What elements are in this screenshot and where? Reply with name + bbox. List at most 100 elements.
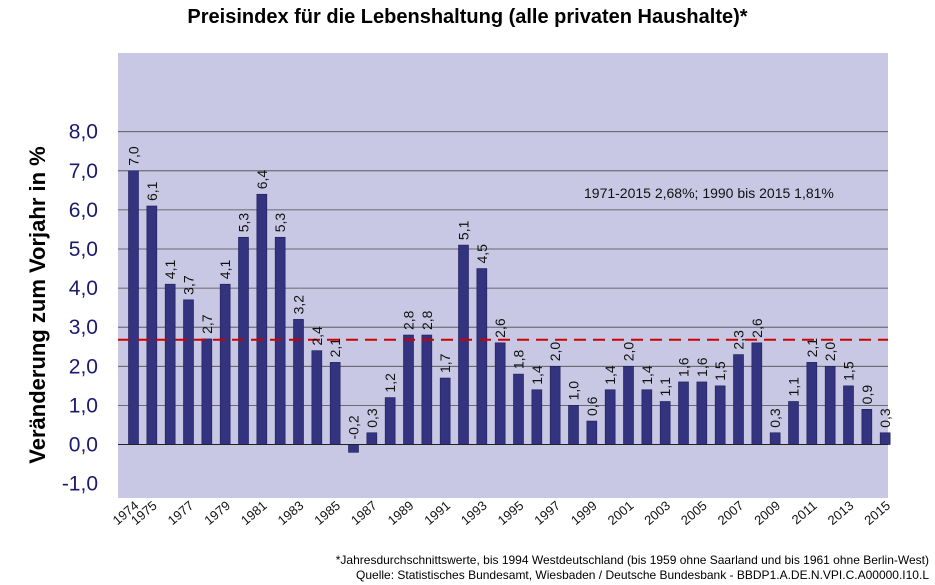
bar [879, 432, 891, 445]
value-label: 1,6 [694, 357, 710, 377]
value-label: 2,1 [327, 338, 343, 358]
value-label: 0,3 [767, 408, 783, 428]
y-tick-label: -1,0 [62, 473, 98, 496]
chart-title: Preisindex für die Lebenshaltung (alle p… [187, 6, 748, 28]
y-tick-label: 5,0 [69, 238, 98, 261]
bar [641, 389, 653, 445]
footnote-note: *Jahresdurchschnittswerte, bis 1994 West… [335, 553, 929, 567]
value-label: 2,0 [621, 342, 637, 362]
value-label: 0,9 [859, 385, 875, 405]
value-label: 2,3 [731, 330, 747, 350]
y-axis-label: Veränderung zum Vorjahr in % [25, 146, 50, 463]
value-label: 1,4 [602, 365, 618, 385]
bar [714, 385, 726, 445]
value-label: 1,0 [566, 381, 582, 401]
y-tick-label: 2,0 [69, 355, 98, 378]
value-label: 3,7 [181, 275, 197, 295]
bar [696, 381, 708, 445]
y-tick-label: 7,0 [69, 160, 98, 183]
value-label: 5,3 [272, 213, 288, 233]
x-tick-label: 2001 [605, 498, 637, 528]
x-tick-label: 2007 [715, 498, 747, 528]
value-label: 5,1 [456, 220, 472, 240]
value-label: 2,6 [492, 318, 508, 338]
bar [751, 342, 763, 445]
x-tick-label: 1991 [421, 498, 453, 528]
bar [549, 365, 561, 445]
bar [183, 299, 194, 445]
x-tick-label: 1997 [531, 498, 563, 528]
bar [568, 405, 579, 445]
bar [531, 389, 543, 445]
value-label: 4,1 [162, 260, 178, 280]
bar [238, 236, 249, 445]
bar [476, 268, 488, 445]
bar [219, 283, 231, 445]
value-label: 1,8 [511, 349, 527, 369]
value-label: 4,1 [217, 260, 233, 280]
value-label: -0,2 [346, 415, 362, 439]
x-tick-label: 2009 [751, 498, 783, 528]
bar [329, 362, 341, 445]
bar [586, 420, 598, 445]
bar [128, 170, 139, 445]
x-tick-label: 1985 [311, 498, 343, 528]
value-label: 1,7 [437, 353, 453, 373]
value-label: 1,4 [529, 365, 545, 385]
x-tick-label: 2005 [678, 498, 710, 528]
x-tick-label: 1995 [495, 498, 527, 528]
bar [274, 236, 286, 445]
bar [311, 350, 323, 445]
value-label: 3,2 [291, 295, 307, 315]
bar [146, 205, 158, 445]
value-label: 7,0 [126, 146, 142, 166]
x-tick-label: 1989 [385, 498, 417, 528]
value-labels: 7,06,14,13,72,74,15,36,45,33,22,42,1-0,2… [126, 146, 894, 439]
x-tick-label: 2013 [825, 498, 857, 528]
y-tick-label: 6,0 [69, 199, 98, 222]
value-label: 2,7 [199, 314, 215, 334]
value-label: 2,0 [822, 342, 838, 362]
value-label: 2,8 [401, 310, 417, 330]
value-label: 5,3 [236, 213, 252, 233]
y-tick-label: 8,0 [69, 121, 98, 144]
value-label: 1,6 [676, 357, 692, 377]
y-tick-label: 0,0 [69, 434, 98, 457]
y-tick-label: 1,0 [69, 394, 98, 417]
value-label: 1,4 [639, 365, 655, 385]
chart-annotation: 1971-2015 2,68%; 1990 bis 2015 1,81% [584, 185, 834, 201]
bars [128, 170, 891, 453]
x-tick-label: 2015 [861, 498, 893, 528]
bar [861, 409, 873, 445]
bar [769, 432, 781, 445]
x-tick-label: 1987 [348, 498, 380, 528]
value-label: 2,0 [547, 342, 563, 362]
bar [678, 381, 689, 445]
bar [164, 283, 176, 445]
bar [788, 401, 799, 445]
y-tick-label: 4,0 [69, 277, 98, 300]
bar [348, 444, 359, 453]
bar [604, 389, 616, 445]
bar [843, 385, 854, 445]
value-label: 1,2 [382, 373, 398, 393]
bar [623, 365, 634, 445]
x-tick-label: 1999 [568, 498, 600, 528]
bar [384, 397, 396, 445]
x-tick-label: 2003 [641, 498, 673, 528]
value-label: 2,6 [749, 318, 765, 338]
bar [366, 432, 378, 445]
bar [293, 319, 304, 445]
value-label: 6,1 [144, 181, 160, 201]
bar [733, 354, 744, 445]
bar [513, 373, 524, 445]
value-label: 2,1 [804, 338, 820, 358]
bar [403, 334, 414, 445]
footnote-source: Quelle: Statistisches Bundesamt, Wiesbad… [356, 568, 929, 582]
value-label: 0,6 [584, 396, 600, 416]
value-label: 2,8 [419, 310, 435, 330]
x-tick-label: 1993 [458, 498, 490, 528]
bar [421, 334, 433, 445]
value-label: 2,4 [309, 326, 325, 346]
